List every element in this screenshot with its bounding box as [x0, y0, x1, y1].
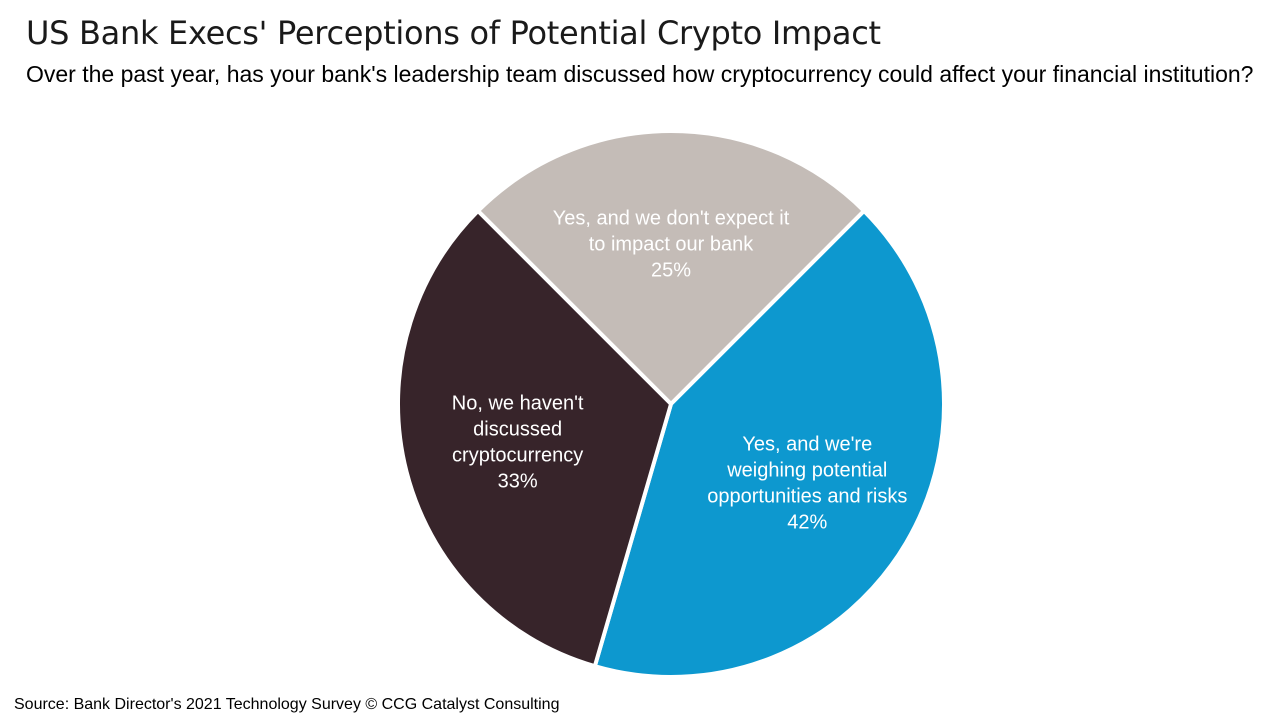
source-note: Source: Bank Director's 2021 Technology … — [14, 696, 560, 713]
chart-title: US Bank Execs' Perceptions of Potential … — [26, 14, 881, 52]
pie-labels: Yes, and we don't expect it to impact our… — [452, 208, 908, 534]
slice-category-label: weighing potential — [726, 460, 887, 482]
slice-value-label: 33% — [498, 471, 538, 493]
pie-slice — [475, 129, 867, 406]
slice-category-label: Yes, and we're — [742, 434, 872, 456]
slice-category-label: No, we haven't — [452, 393, 584, 415]
slice-category-label: opportunities and risks — [707, 486, 907, 508]
slice-label: No, we haven't discussed cryptocurrency 33% — [452, 393, 584, 493]
slice-label: Yes, and we're weighing potential opportun… — [707, 434, 907, 534]
slice-category-label: discussed — [473, 419, 562, 441]
slice-label: Yes, and we don't expect it to impact our… — [553, 208, 790, 282]
pie-slice — [396, 208, 673, 669]
pie-slice — [592, 208, 946, 679]
chart-subtitle: Over the past year, has your bank's lead… — [26, 61, 1254, 87]
slice-value-label: 42% — [787, 512, 827, 534]
slice-category-label: Yes, and we don't expect it — [553, 208, 790, 230]
slice-value-label: 25% — [651, 260, 691, 282]
slice-category-label: to impact our bank — [589, 234, 755, 256]
slice-category-label: cryptocurrency — [452, 445, 583, 467]
pie-slices — [396, 129, 946, 679]
